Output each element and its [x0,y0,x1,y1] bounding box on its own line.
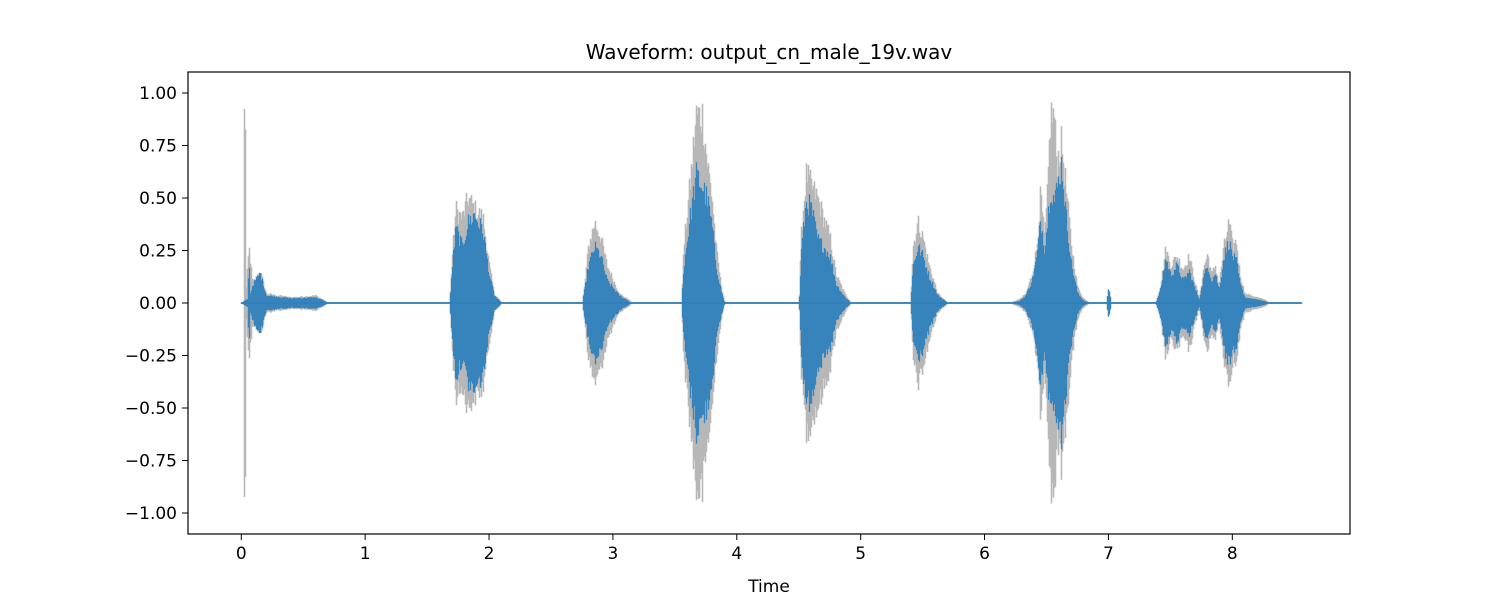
plot-frame [187,71,1351,535]
x-tick-label: 8 [1227,544,1238,564]
y-tick-label: 0.00 [139,294,177,314]
x-tick-label: 7 [1103,544,1114,564]
y-tick-label: 0.25 [139,242,177,262]
x-tick-label: 0 [236,544,247,564]
y-tick-label: 0.75 [139,137,177,157]
x-tick-label: 5 [855,544,866,564]
y-tick-label: −0.25 [125,347,177,367]
x-axis-ticks: 0 1 2 3 4 5 6 7 8 [236,534,1238,564]
plot-area [240,102,1303,504]
chart-title: Waveform: output_cn_male_19v.wav [586,40,953,64]
y-tick-label: −0.50 [125,399,177,419]
x-tick-label: 1 [360,544,371,564]
y-tick-label: −1.00 [125,504,177,524]
y-axis-ticks: 1.00 0.75 0.50 0.25 0.00 −0.25 −0.50 −0.75 −1.00 [125,84,188,524]
x-tick-label: 6 [979,544,990,564]
y-tick-label: 0.50 [139,189,177,209]
x-tick-label: 4 [731,544,742,564]
x-axis-label: Time [747,577,790,597]
y-tick-label: −0.75 [125,452,177,472]
x-tick-label: 3 [607,544,618,564]
y-tick-label: 1.00 [139,84,177,104]
x-tick-label: 2 [484,544,495,564]
